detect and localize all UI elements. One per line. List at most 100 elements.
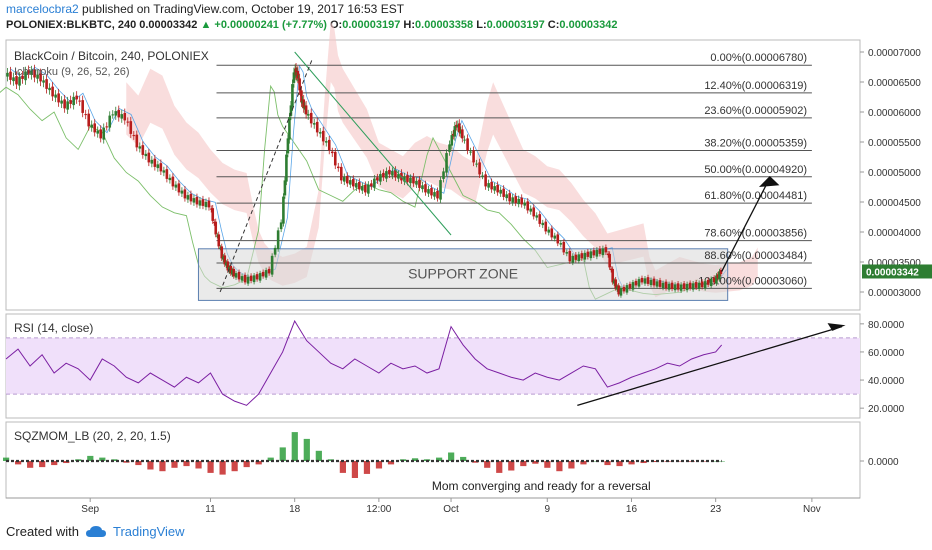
candle-body	[574, 254, 578, 260]
candle-body	[505, 194, 508, 199]
candle-body	[300, 90, 303, 103]
tradingview-link[interactable]: TradingView	[112, 524, 185, 539]
low-label: L:	[476, 19, 487, 31]
projection-arrow-head	[758, 176, 780, 187]
candle-body	[246, 276, 250, 284]
candle-body	[223, 255, 227, 265]
sqzmom-pane[interactable]: SQZMOM_LB (20, 2, 20, 1.5) Mom converging…	[3, 429, 725, 493]
up-arrow-icon: ▲	[200, 19, 212, 31]
support-zone	[197, 248, 729, 301]
candle-body	[249, 275, 253, 281]
price-tick-label: 0.00005000	[868, 168, 921, 179]
candle-body	[611, 268, 614, 283]
candle-body	[207, 200, 211, 208]
candle-body	[523, 202, 527, 206]
candle-body	[345, 175, 349, 184]
fib-level-label: 12.40%(0.00006319)	[704, 80, 807, 92]
candle-body	[691, 283, 695, 290]
momentum-bar	[111, 459, 118, 461]
candle-body	[9, 71, 12, 80]
candle-body	[490, 181, 493, 190]
momentum-bar	[219, 461, 226, 475]
momentum-bar	[315, 450, 322, 461]
momentum-bar	[303, 438, 310, 461]
candle-body	[324, 141, 328, 143]
candle-body	[706, 280, 710, 285]
candle-body	[221, 256, 225, 260]
candle-body	[535, 215, 539, 218]
candle-body	[409, 177, 412, 184]
fib-level-label: 61.80%(0.00004481)	[704, 190, 807, 202]
candle-body	[455, 124, 458, 127]
rsi-pane[interactable]: RSI (14, close)	[5, 319, 860, 406]
candle-body	[619, 288, 623, 296]
candle-body	[538, 214, 542, 224]
candle-body	[321, 130, 325, 142]
price-tick-label: 0.00003500	[868, 258, 921, 269]
candle-body	[93, 123, 97, 133]
candle-body	[406, 175, 409, 182]
momentum-bar	[255, 461, 262, 465]
candle-body	[230, 270, 234, 275]
momentum-bar	[616, 461, 623, 467]
candle-body	[709, 278, 713, 286]
candle-body	[292, 72, 296, 83]
candle-body	[634, 280, 638, 286]
fib-level-label: 50.00%(0.00004920)	[704, 164, 807, 176]
candle-body	[117, 109, 121, 118]
candle-body	[217, 234, 221, 247]
momentum-bar	[604, 461, 611, 466]
candle-body	[273, 247, 277, 255]
momentum-bar	[718, 461, 725, 462]
candle-body	[330, 151, 334, 154]
candle-body	[364, 184, 367, 193]
momentum-bar	[51, 461, 58, 466]
time-tick-label: Oct	[443, 504, 459, 515]
candle-body	[336, 166, 340, 169]
candle-body	[615, 286, 619, 290]
candle-body	[478, 162, 481, 175]
candle-body	[461, 129, 464, 139]
candle-body	[617, 285, 620, 295]
candle-body	[439, 180, 442, 200]
sqz-annotation: Mom converging and ready for a reversal	[432, 479, 651, 493]
price-pane[interactable]: SUPPORT ZONE 0.00%(0.00006780) 12.40%(0.00…	[0, 21, 812, 301]
candle-body	[60, 100, 63, 104]
fib-level-label: 38.20%(0.00005359)	[704, 137, 807, 149]
price-tick-label: 0.00006500	[868, 78, 921, 89]
candle-body	[234, 273, 238, 278]
candle-body	[291, 84, 294, 107]
candle-body	[198, 200, 202, 206]
candle-body	[697, 282, 701, 289]
candle-body	[312, 123, 316, 125]
candle-body	[643, 278, 647, 284]
rsi-band	[6, 337, 860, 395]
candle-body	[220, 246, 224, 259]
momentum-bar	[580, 461, 587, 465]
candle-body	[667, 283, 671, 290]
candle-body	[298, 78, 301, 91]
candle-body	[90, 124, 94, 128]
candle-body	[215, 235, 219, 237]
candle-body	[679, 284, 683, 291]
candle-body	[84, 114, 87, 116]
candle-body	[529, 208, 533, 212]
candle-body	[472, 150, 475, 163]
price-tick-label: 0.00003000	[868, 288, 921, 299]
momentum-bar	[484, 461, 491, 468]
footer: Created with TradingView	[6, 524, 185, 539]
candle-body	[201, 199, 205, 206]
rsi-trend-arrow-head	[827, 323, 846, 331]
candle-body	[174, 184, 178, 188]
candle-body	[138, 146, 142, 149]
candle-body	[165, 169, 169, 179]
high-label: H:	[403, 19, 416, 31]
candle-body	[565, 252, 569, 254]
candle-body	[81, 100, 84, 113]
time-tick-label: 23	[710, 504, 722, 515]
candle-body	[255, 274, 259, 280]
candle-body	[448, 144, 451, 152]
candle-body	[30, 70, 33, 75]
author-link[interactable]: marcelocbra2	[6, 2, 79, 16]
